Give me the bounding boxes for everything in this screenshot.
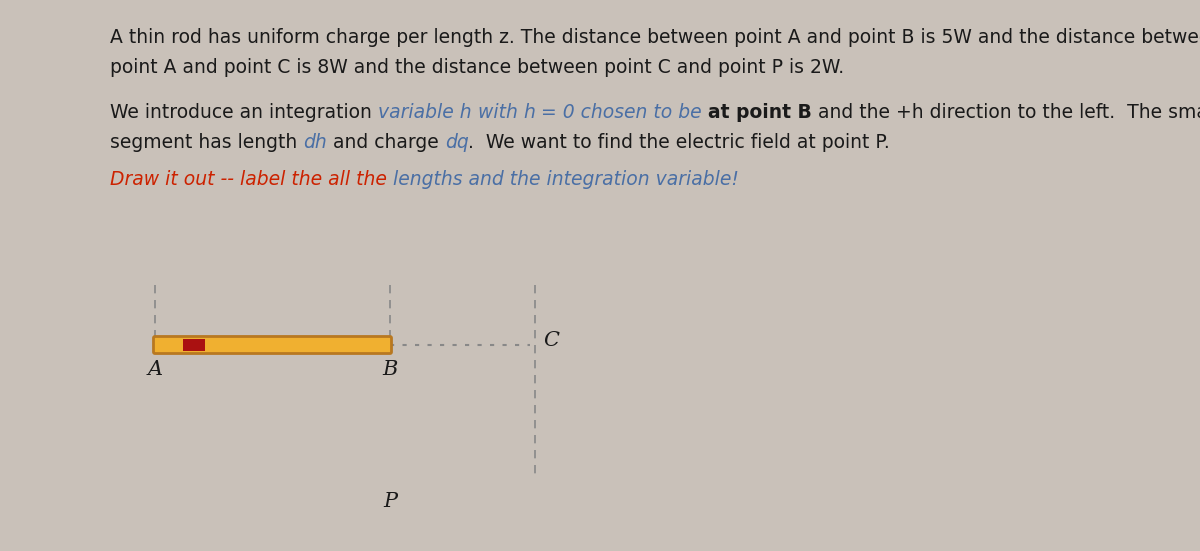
Text: dq: dq (445, 133, 468, 152)
Text: and the +h direction to the left.  The small r: and the +h direction to the left. The sm… (811, 103, 1200, 122)
Text: point A and point C is 8W and the distance between point C and point P is 2W.: point A and point C is 8W and the distan… (110, 58, 844, 77)
Text: variable h: variable h (378, 103, 472, 122)
Text: with: with (472, 103, 523, 122)
Text: and charge: and charge (326, 133, 445, 152)
Text: = 0 chosen to be: = 0 chosen to be (535, 103, 708, 122)
Text: Draw it out -- label the all the: Draw it out -- label the all the (110, 170, 392, 189)
Text: A thin rod has uniform charge per length z. The distance between point A and poi: A thin rod has uniform charge per length… (110, 28, 1200, 47)
Text: segment has length: segment has length (110, 133, 304, 152)
Bar (182, 339, 205, 351)
Text: B: B (383, 360, 397, 379)
FancyBboxPatch shape (154, 337, 391, 354)
Text: C: C (542, 332, 559, 350)
Text: lengths and the integration variable!: lengths and the integration variable! (392, 170, 739, 189)
Text: We introduce an integration: We introduce an integration (110, 103, 378, 122)
Text: .  We want to find the electric field at point P.: . We want to find the electric field at … (468, 133, 890, 152)
Text: h: h (523, 103, 535, 122)
Text: A: A (148, 360, 162, 379)
Text: dh: dh (304, 133, 326, 152)
Text: at point B: at point B (708, 103, 811, 122)
Text: P: P (383, 492, 397, 511)
